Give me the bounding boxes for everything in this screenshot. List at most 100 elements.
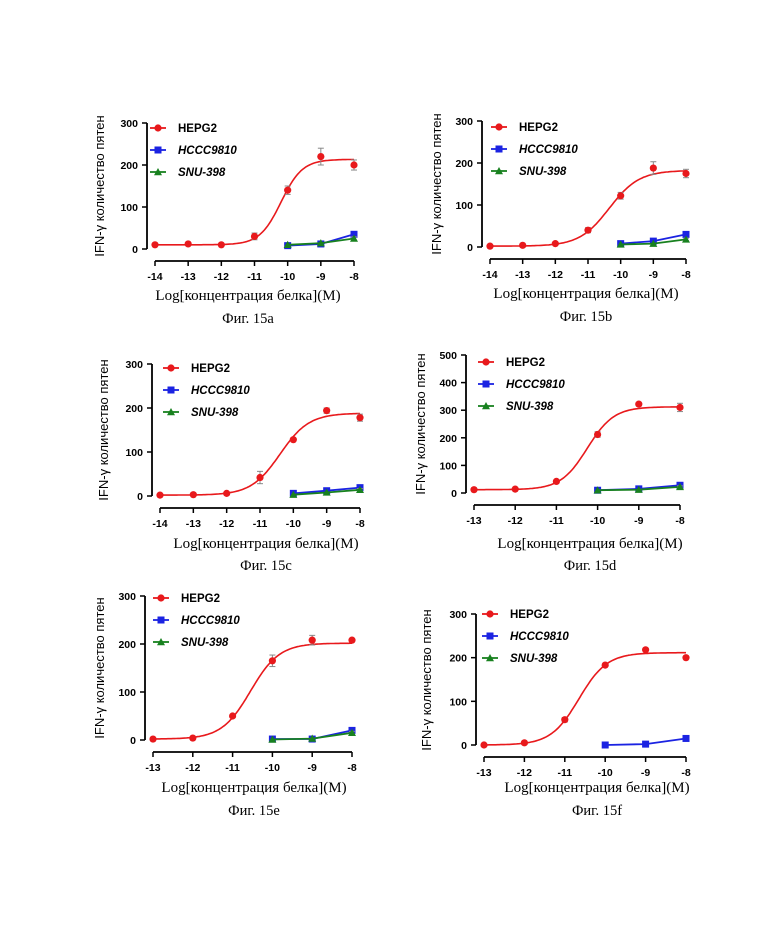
legend-label: HCCC9810 — [519, 144, 578, 156]
x-tick-label: -11 — [253, 518, 268, 530]
data-point — [289, 490, 298, 498]
y-tick-label: 200 — [118, 639, 136, 651]
series-curve — [474, 406, 680, 491]
x-tick-label: -8 — [681, 767, 690, 779]
x-tick-label: -8 — [347, 762, 356, 774]
legend-entry: HEPG2 — [153, 593, 220, 605]
legend-marker — [167, 364, 175, 372]
x-axis-title: Log[концентрация белка](M) — [493, 286, 678, 302]
legend-label: SNU-398 — [178, 167, 226, 179]
legend-entry: SNU-398 — [491, 166, 567, 178]
series-hepg2 — [470, 400, 684, 494]
data-point — [350, 161, 358, 169]
x-tick-label: -10 — [590, 515, 605, 527]
data-point — [682, 654, 690, 662]
legend-label: HCCC9810 — [510, 631, 569, 643]
legend-entry: SNU-398 — [478, 401, 554, 413]
data-point — [642, 740, 650, 748]
x-axis-title: Log[концентрация белка](M) — [497, 536, 682, 552]
y-tick-label: 200 — [439, 433, 457, 445]
y-tick-label: 300 — [118, 591, 136, 603]
data-point — [551, 240, 559, 248]
y-tick-label: 0 — [467, 242, 473, 254]
series-hepg2 — [486, 161, 690, 250]
data-point — [486, 242, 494, 250]
x-tick-label: -14 — [147, 271, 162, 283]
data-point — [308, 734, 317, 742]
legend-marker — [167, 408, 175, 416]
data-point — [649, 239, 658, 247]
y-tick-label: 300 — [449, 609, 467, 621]
figure-caption: Фиг. 15d — [564, 558, 617, 574]
legend-entry: SNU-398 — [150, 167, 226, 179]
legend-marker — [482, 380, 490, 388]
legend-marker — [482, 358, 490, 366]
x-tick-label: -13 — [515, 269, 530, 281]
figure-caption: Фиг. 15f — [572, 803, 622, 819]
series-curve — [484, 651, 686, 746]
legend-entry: HEPG2 — [478, 357, 545, 369]
x-tick-label: -12 — [517, 767, 532, 779]
data-point — [519, 241, 527, 249]
x-tick-label: -9 — [316, 271, 325, 283]
legend-label: HCCC9810 — [191, 385, 250, 397]
y-tick-label: 100 — [120, 202, 138, 214]
x-tick-label: -10 — [613, 269, 628, 281]
data-point — [682, 169, 690, 178]
x-tick-label: -9 — [649, 269, 658, 281]
x-axis-title: Log[концентрация белка](M) — [155, 288, 340, 304]
data-point — [617, 192, 625, 200]
x-tick-label: -9 — [308, 762, 317, 774]
data-point — [268, 735, 277, 743]
data-point — [676, 482, 684, 491]
series-hccc9810 — [601, 734, 690, 749]
legend-label: SNU-398 — [506, 401, 554, 413]
y-tick-label: 0 — [130, 735, 136, 747]
series-snu-398 — [593, 482, 684, 494]
x-tick-label: -8 — [355, 518, 364, 530]
legend-label: HEPG2 — [510, 609, 549, 621]
data-point — [682, 734, 690, 742]
data-point — [356, 414, 364, 422]
x-tick-label: -12 — [185, 762, 200, 774]
series-curve — [490, 170, 687, 247]
x-tick-label: -8 — [349, 271, 358, 283]
y-axis-title: IFN-γ количество пятен — [92, 115, 107, 256]
y-tick-label: 200 — [455, 158, 473, 170]
data-point — [601, 661, 609, 669]
y-axis-title: IFN-γ количество пятен — [413, 353, 428, 494]
legend-marker — [157, 594, 165, 602]
series-snu-398 — [268, 728, 356, 743]
data-point — [284, 186, 292, 194]
legend-entry: HCCC9810 — [153, 615, 240, 627]
x-tick-label: -10 — [280, 271, 295, 283]
data-point — [156, 491, 164, 499]
data-point — [634, 485, 643, 493]
data-point — [322, 488, 331, 496]
legend-marker — [486, 654, 494, 662]
y-tick-label: 0 — [461, 740, 467, 752]
legend-entry: SNU-398 — [163, 407, 239, 419]
legend-entry: HCCC9810 — [482, 631, 569, 643]
data-point — [283, 240, 292, 248]
series-snu-398 — [616, 235, 690, 248]
legend-marker — [486, 610, 494, 618]
data-point — [229, 712, 237, 720]
chart-panel: 0 100 200 300 -13 -12 -11 -10 -9 -8 IFN-γ количест… — [419, 609, 691, 819]
legend-label: SNU-398 — [191, 407, 239, 419]
data-point — [151, 241, 159, 249]
legend-label: HEPG2 — [519, 122, 558, 134]
legend-entry: HEPG2 — [150, 123, 217, 135]
data-point — [642, 646, 650, 654]
data-point — [323, 407, 331, 415]
legend-entry: HCCC9810 — [491, 144, 578, 156]
y-tick-label: 100 — [455, 200, 473, 212]
data-point — [584, 226, 592, 234]
data-point — [350, 234, 358, 242]
data-point — [316, 239, 325, 247]
x-axis-title: Log[концентрация белка](M) — [504, 780, 689, 796]
data-point — [511, 485, 519, 493]
y-tick-label: 300 — [125, 359, 143, 371]
legend-marker — [154, 168, 162, 176]
data-point — [308, 636, 316, 644]
